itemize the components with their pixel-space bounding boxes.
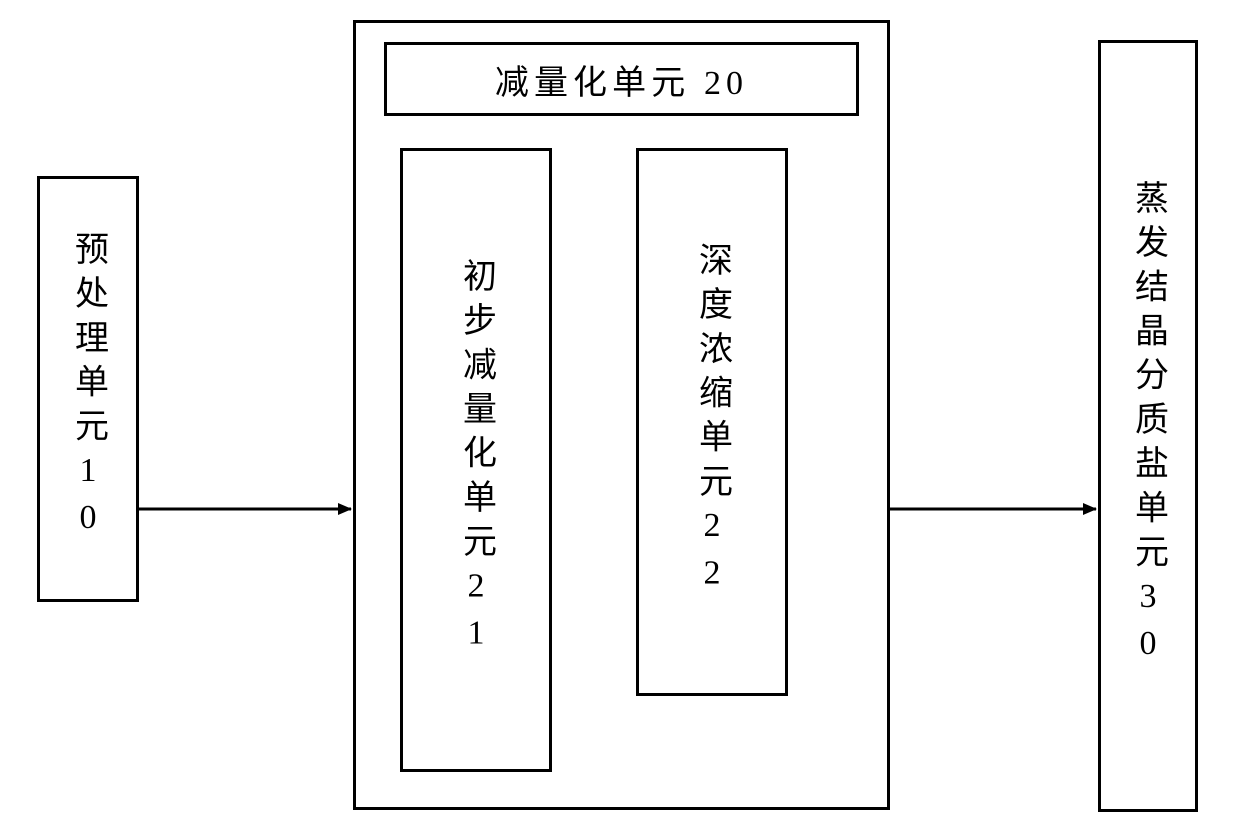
- node-preliminary-reduction-label: 初步减量化单元21: [451, 258, 502, 662]
- node-preliminary-reduction: 初步减量化单元21: [400, 148, 552, 772]
- node-deep-concentration: 深度浓缩单元22: [636, 148, 788, 696]
- node-reduction-title-label: 减量化单元 20: [495, 55, 748, 104]
- node-evaporation-crystallization-label: 蒸发结晶分质盐单元30: [1123, 180, 1174, 672]
- node-deep-concentration-label: 深度浓缩单元22: [687, 242, 738, 602]
- flowchart-diagram: 预处理单元10 减量化单元 20 初步减量化单元21 深度浓缩单元22 蒸发结晶…: [0, 0, 1240, 837]
- node-pretreatment: 预处理单元10: [37, 176, 139, 602]
- node-pretreatment-label: 预处理单元10: [63, 231, 114, 546]
- node-reduction-title: 减量化单元 20: [384, 42, 859, 116]
- node-evaporation-crystallization: 蒸发结晶分质盐单元30: [1098, 40, 1198, 812]
